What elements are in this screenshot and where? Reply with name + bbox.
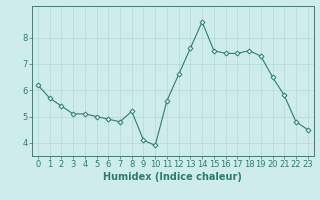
X-axis label: Humidex (Indice chaleur): Humidex (Indice chaleur) [103, 172, 242, 182]
